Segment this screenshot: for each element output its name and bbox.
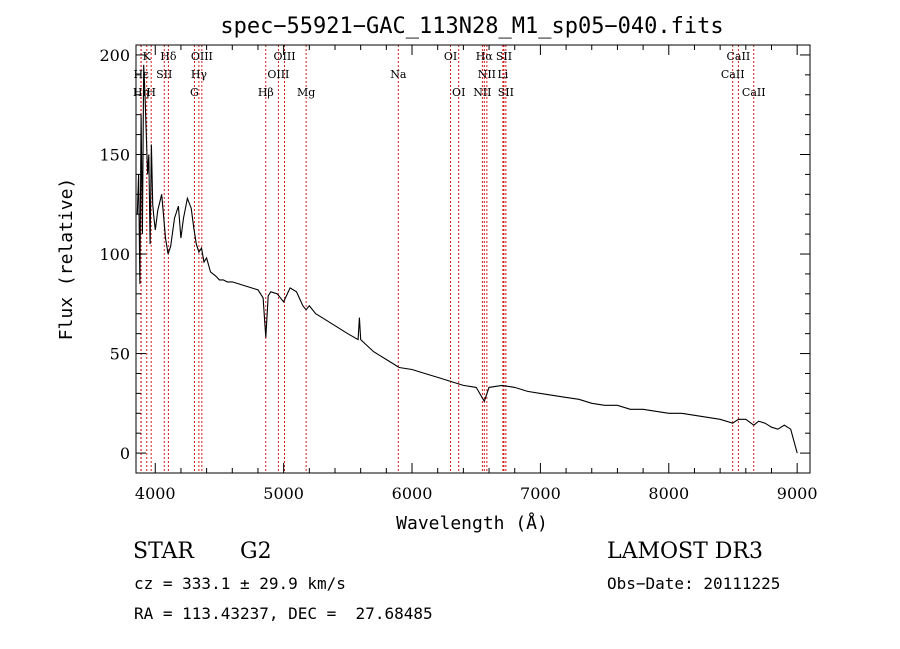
spectral-line-label: H — [146, 86, 156, 99]
coordinates: RA = 113.43237, DEC = 27.68485 — [134, 604, 433, 623]
x-tick-label: 5000 — [263, 484, 304, 503]
survey-name: LAMOST DR3 — [607, 539, 763, 564]
spectral-line-label: Na — [390, 68, 407, 81]
spectral-line-label: NII — [478, 68, 496, 81]
y-tick-label: 200 — [99, 46, 130, 65]
y-axis-label: Flux (relative) — [56, 178, 77, 341]
spectral-line-label: Li — [497, 68, 508, 81]
spectral-line-label: Hβ — [258, 86, 274, 99]
object-subclass: G2 — [240, 539, 272, 564]
y-tick-label: 150 — [99, 145, 130, 164]
y-tick-label: 50 — [110, 345, 130, 364]
spectral-line-label: SII — [156, 68, 172, 81]
spectral-line-label: G — [190, 86, 199, 99]
observation-date: Obs−Date: 20111225 — [607, 574, 781, 593]
y-tick-label: 0 — [120, 444, 130, 463]
spectral-line-label: OI — [452, 86, 465, 99]
x-tick-label: 6000 — [392, 484, 433, 503]
spectral-line-label: Hε — [133, 68, 149, 81]
spectral-line-label: OI — [444, 50, 457, 63]
spectral-line-label: OIII — [267, 68, 289, 81]
axis-ticks: 4000 5000 6000 7000 8000 9000 0 50 100 150 200 — [99, 45, 818, 503]
spectral-line-label: Hγ — [191, 68, 208, 81]
spectral-line-label: SII — [498, 86, 514, 99]
redshift-cz: cz = 333.1 ± 29.9 km/s — [134, 574, 346, 593]
spectral-line-label: K — [143, 50, 152, 63]
spectrum-series-line — [136, 64, 798, 454]
spectral-line-label: OIII — [191, 50, 213, 63]
spectral-line-label: NII — [473, 86, 491, 99]
spectral-line-label: Mg — [297, 86, 315, 99]
x-tick-label: 8000 — [648, 484, 689, 503]
spectral-line-label: Hδ — [160, 50, 177, 63]
spectral-lines-layer — [140, 45, 755, 473]
spectral-line-label: SII — [496, 50, 512, 63]
x-tick-label: 4000 — [135, 484, 176, 503]
plot-frame — [135, 44, 811, 474]
x-tick-label: 7000 — [520, 484, 561, 503]
spectral-line-label: CaII — [742, 86, 766, 99]
spectral-line-label: CaII — [721, 68, 745, 81]
spectral-line-label: OIII — [274, 50, 296, 63]
y-tick-label: 100 — [99, 245, 130, 264]
spectral-line-label: Hα — [476, 50, 494, 63]
spectral-line-label: CaII — [727, 50, 751, 63]
chart-title: spec−55921−GAC_113N28_M1_sp05−040.fits — [220, 14, 723, 39]
x-tick-label: 9000 — [777, 484, 818, 503]
spectrum-chart: spec−55921−GAC_113N28_M1_sp05−040.fits K… — [56, 14, 818, 534]
x-axis-label: Wavelength (Å) — [396, 512, 548, 534]
object-class: STAR — [133, 539, 194, 564]
